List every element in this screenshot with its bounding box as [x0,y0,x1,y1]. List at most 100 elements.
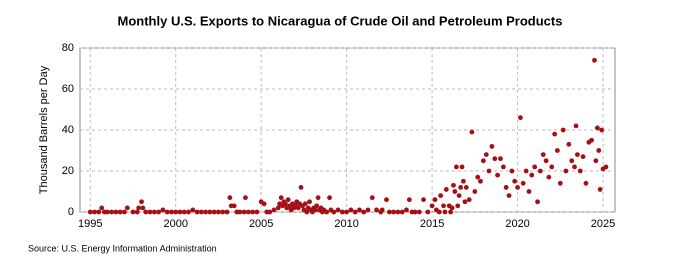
data-point [498,156,503,162]
data-point [540,152,546,158]
data-point [177,209,183,215]
data-point [245,209,251,215]
y-tick-label: 60 [62,83,74,95]
data-point [429,203,435,209]
data-point [369,195,375,201]
data-point [563,168,569,174]
data-point [113,209,119,215]
data-point [459,164,465,170]
data-point [122,209,127,215]
data-point [489,144,495,149]
data-point [500,164,506,170]
data-point [384,197,389,203]
data-point [203,209,209,215]
data-point [140,205,146,211]
data-point [339,209,345,215]
data-point [572,164,577,170]
x-tick-label: 2010 [334,218,358,230]
data-point [472,189,478,194]
data-point [441,203,446,209]
data-point [483,152,489,158]
data-point [327,195,332,201]
data-point [456,193,462,199]
data-point [99,205,105,211]
data-point [374,207,379,213]
data-point [404,207,409,213]
x-tick-label: 2020 [505,218,529,230]
data-point [173,209,179,215]
data-point [503,185,509,190]
data-point [592,57,597,63]
data-point [438,193,444,199]
data-point [220,209,226,215]
data-point [574,152,580,158]
data-point [283,201,288,207]
data-point [315,195,321,201]
data-point [271,207,277,213]
data-point [549,164,555,170]
data-point [181,209,187,215]
y-tick-label: 20 [62,165,74,177]
data-point [261,201,267,207]
data-point [560,127,566,133]
data-point [462,199,468,205]
data-point [227,195,233,201]
data-point [509,168,515,174]
data-point [597,187,603,192]
data-point [344,209,350,215]
data-point [207,209,213,215]
data-point [580,154,586,160]
data-point [198,209,204,215]
data-point [365,207,371,213]
x-tick-label: 2005 [249,218,273,230]
data-point [569,158,575,164]
data-point [432,197,438,203]
data-point [130,209,136,215]
data-point [348,207,354,213]
data-point [241,209,247,215]
data-point [231,203,237,209]
data-point [312,207,318,213]
data-point [596,148,602,153]
data-point [480,158,486,164]
data-point [412,209,418,215]
data-point [109,209,115,215]
data-point [566,141,572,147]
data-point [577,168,583,174]
data-point [395,209,401,215]
x-tick-label: 1995 [78,218,102,230]
data-point [357,207,362,213]
data-point [143,209,149,215]
data-point [216,209,221,215]
data-point [399,209,405,215]
data-point [156,209,162,215]
data-point [512,178,518,184]
data-point [254,209,260,215]
data-point [211,209,217,215]
data-point [164,209,170,215]
data-point [449,205,455,211]
data-point [124,205,130,211]
data-point [139,199,144,205]
data-point [495,172,500,178]
data-point [436,209,442,215]
data-point [583,180,589,186]
data-point [515,185,520,190]
data-point [278,195,284,201]
data-point [136,205,142,211]
data-point [460,178,466,184]
x-tick-label: 2025 [591,218,615,230]
data-point [190,207,196,213]
data-point [552,131,558,137]
data-point [302,201,308,207]
data-point [526,189,532,194]
data-point [458,185,464,190]
data-point [589,137,594,143]
data-point [92,209,97,215]
data-point [304,209,310,215]
data-point [275,205,281,211]
x-tick-label: 2000 [163,218,187,230]
data-point [535,199,540,205]
data-point [425,209,431,215]
data-point [267,209,273,215]
